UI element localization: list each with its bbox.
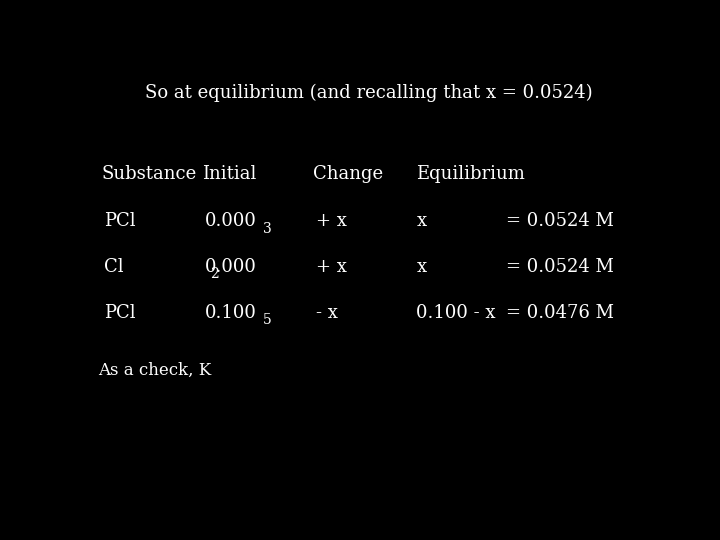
Text: Equilibrium: Equilibrium [416,165,526,183]
Text: x: x [416,212,426,231]
Text: Cl: Cl [104,258,124,276]
Text: 3: 3 [263,221,271,235]
Text: 0.000: 0.000 [204,258,256,276]
Text: 0.100: 0.100 [204,304,256,322]
Text: Initial: Initial [202,165,256,183]
Text: 5: 5 [263,313,271,327]
Text: 0.000: 0.000 [204,212,256,231]
Text: + x: + x [316,258,347,276]
Text: PCl: PCl [104,212,135,231]
Text: - x: - x [316,304,338,322]
Text: + x: + x [316,212,347,231]
Text: Substance: Substance [101,165,197,183]
Text: 2: 2 [210,267,219,281]
Text: PCl: PCl [104,304,135,322]
Text: = 0.0476 M: = 0.0476 M [505,304,613,322]
Text: Change: Change [313,165,383,183]
Text: As a check, K: As a check, K [99,362,212,379]
Text: 0.100 - x: 0.100 - x [416,304,496,322]
Text: = 0.0524 M: = 0.0524 M [505,212,613,231]
Text: x: x [416,258,426,276]
Text: So at equilibrium (and recalling that x = 0.0524): So at equilibrium (and recalling that x … [145,84,593,102]
Text: = 0.0524 M: = 0.0524 M [505,258,613,276]
